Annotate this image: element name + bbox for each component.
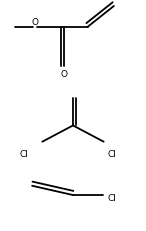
Text: O: O — [61, 69, 68, 78]
Text: Cl: Cl — [20, 149, 28, 158]
Text: O: O — [32, 18, 39, 27]
Text: Cl: Cl — [107, 149, 116, 158]
Text: Cl: Cl — [107, 193, 116, 202]
